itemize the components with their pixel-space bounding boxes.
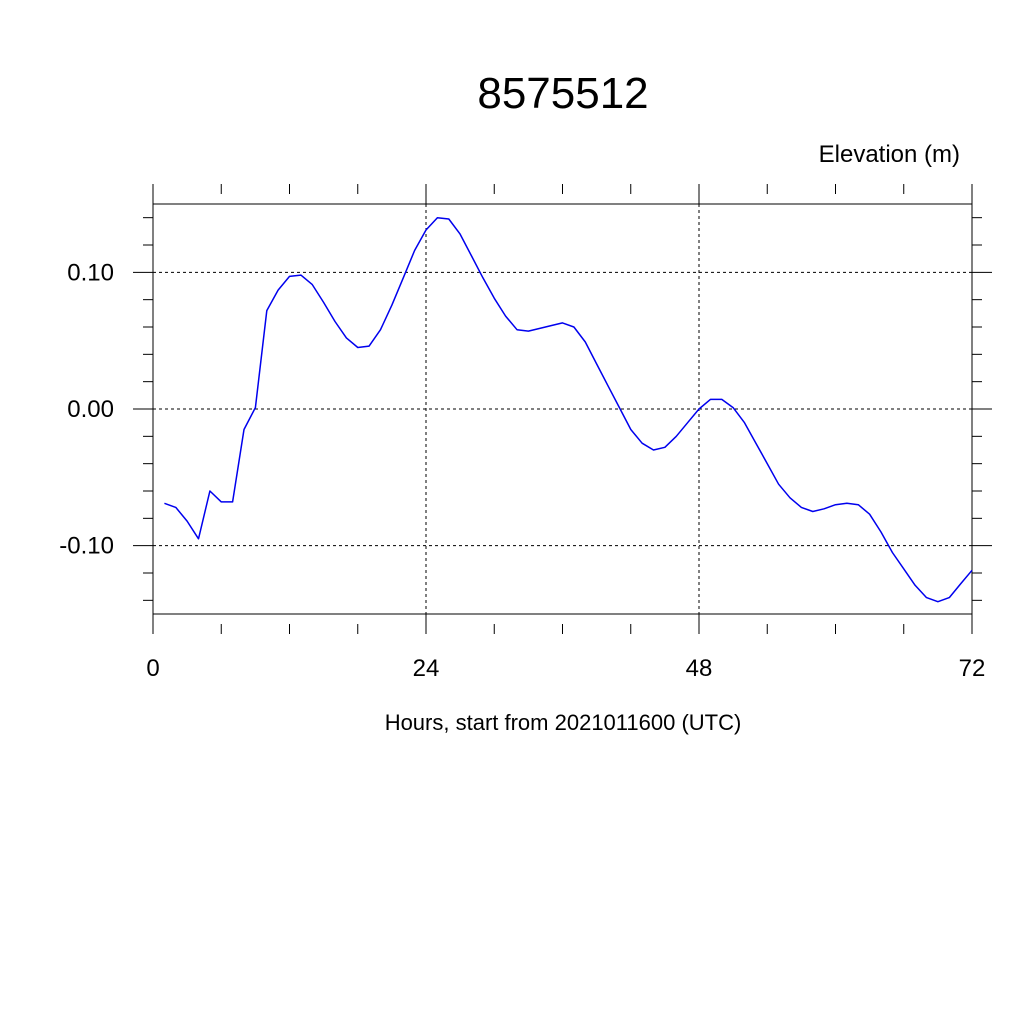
y-axis-label: Elevation (m) <box>819 141 960 168</box>
plot-frame <box>152 184 973 634</box>
x-axis-label: Hours, start from 2021011600 (UTC) <box>385 710 742 735</box>
y-tick-label: 0.00 <box>67 396 114 423</box>
series-layer <box>164 216 973 603</box>
x-tick-label: 24 <box>413 655 440 682</box>
chart-title: 8575512 <box>477 69 648 118</box>
grid-lines <box>153 204 972 614</box>
y-tick-label: 0.10 <box>67 259 114 286</box>
y-tick-label: -0.10 <box>59 533 114 560</box>
axis-ticks <box>133 184 992 634</box>
x-tick-label: 72 <box>959 655 986 682</box>
tick-labels: 0 24 48 72 -0.10 0.00 0.10 <box>59 259 985 682</box>
x-tick-label: 48 <box>686 655 713 682</box>
series-line <box>164 216 973 603</box>
x-tick-label: 0 <box>146 655 159 682</box>
